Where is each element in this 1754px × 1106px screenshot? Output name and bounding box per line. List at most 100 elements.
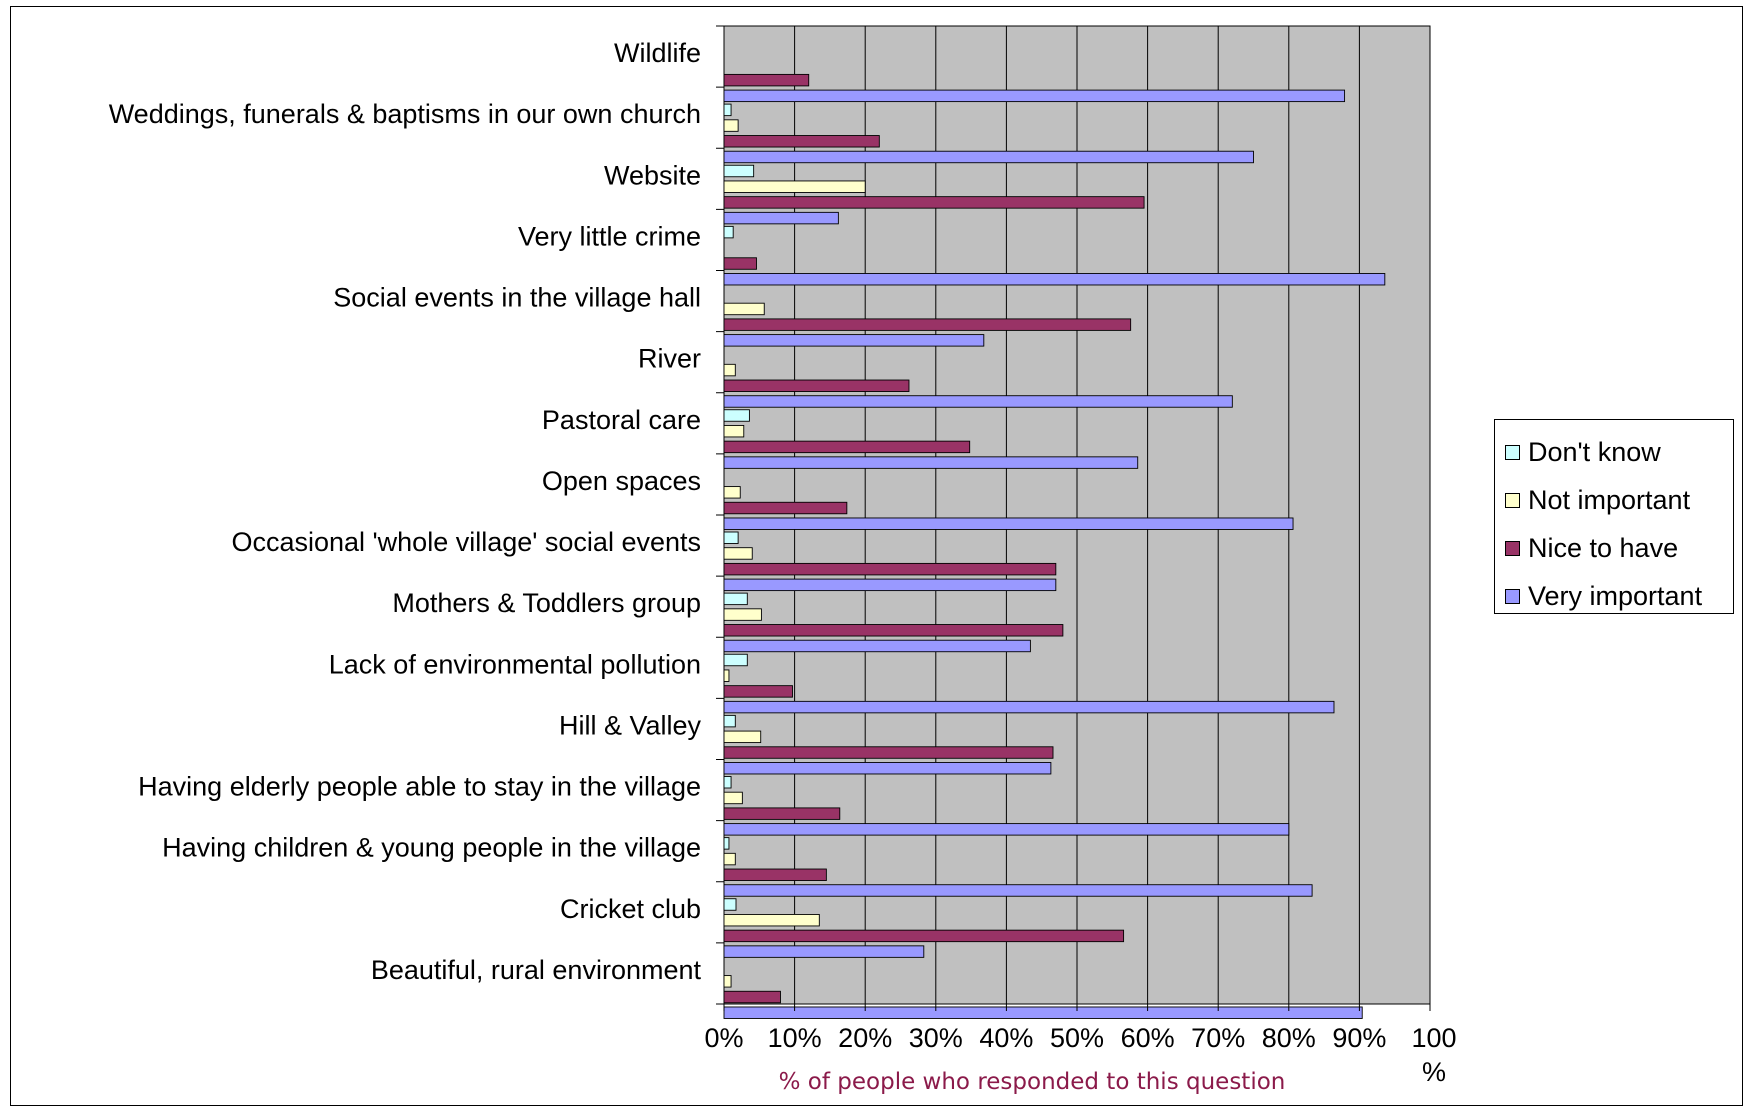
category-label: Social events in the village hall [333, 283, 701, 313]
bar-nice-to-have [723, 746, 1054, 759]
bar-very-important [723, 211, 839, 225]
bar-very-important [723, 823, 1290, 836]
bar-nice-to-have [723, 685, 793, 698]
bar-not-important [723, 363, 736, 377]
x-tick-label: 60% [1121, 1023, 1175, 1053]
x-axis-label: % of people who responded to this questi… [779, 1069, 1286, 1095]
bar-nice-to-have [723, 501, 848, 515]
legend-label-not-important: Not important [1528, 484, 1691, 515]
bar-don-t-know [723, 898, 737, 911]
x-tick-label: 90% [1332, 1023, 1386, 1053]
bar-not-important [723, 730, 762, 744]
category-label: Mothers & Toddlers group [392, 588, 701, 618]
bar-not-important [723, 608, 762, 621]
bar-nice-to-have [723, 135, 880, 148]
bar-don-t-know [723, 103, 732, 117]
x-tick-label: 0% [704, 1023, 743, 1053]
bar-don-t-know [723, 776, 732, 789]
bar-nice-to-have [723, 624, 1064, 637]
legend-swatch-dont-know [1505, 444, 1520, 460]
bar-not-important [723, 669, 730, 682]
x-tick-label: 20% [838, 1023, 892, 1053]
legend-label-very-important: Very important [1528, 580, 1703, 611]
bar-very-important [723, 1006, 1363, 1019]
bar-not-important [723, 852, 736, 866]
bar-nice-to-have [723, 318, 1132, 331]
x-tick-label: 50% [1050, 1023, 1104, 1053]
bar-don-t-know [723, 714, 736, 728]
x-tick-label: 10% [768, 1023, 822, 1053]
x-tick-labels: 0% 10% 20% 30% 40% 50% 60% 70% 80% 90% 100% [704, 1004, 1457, 1087]
x-tick-label: 40% [979, 1023, 1033, 1053]
x-tick-label: 80% [1262, 1023, 1316, 1053]
bar-nice-to-have [723, 379, 910, 392]
legend-swatch-very-important [1505, 588, 1520, 604]
legend-item-dont-know: Don't know [1505, 428, 1733, 476]
category-label: Very little crime [518, 221, 701, 251]
bar-nice-to-have [723, 257, 757, 270]
bar-don-t-know [723, 653, 748, 667]
category-label: Wildlife [614, 38, 701, 68]
bar-not-important [723, 547, 753, 560]
bar-very-important [723, 89, 1346, 103]
category-label: Website [604, 160, 701, 190]
legend-label-nice-to-have: Nice to have [1528, 532, 1679, 563]
bar-don-t-know [723, 225, 734, 239]
bar-nice-to-have [723, 73, 810, 87]
category-label: Having children & young people in the vi… [162, 833, 701, 863]
category-label: River [638, 344, 701, 374]
bar-very-important [723, 334, 985, 347]
bar-not-important [723, 302, 765, 316]
bar-very-important [723, 517, 1294, 530]
legend-item-nice-to-have: Nice to have [1505, 524, 1733, 572]
legend-label-dont-know: Don't know [1528, 436, 1661, 467]
bar-not-important [723, 975, 732, 988]
legend-swatch-nice-to-have [1505, 540, 1520, 556]
bars [723, 73, 1386, 1019]
bar-nice-to-have [723, 807, 841, 820]
bar-not-important [723, 486, 741, 499]
legend-swatch-not-important [1505, 492, 1520, 508]
bar-not-important [723, 791, 743, 805]
bar-very-important [723, 150, 1254, 164]
bar-very-important [723, 884, 1313, 897]
bar-nice-to-have [723, 562, 1057, 576]
category-label: Weddings, funerals & baptisms in our own… [109, 99, 701, 129]
category-label: Pastoral care [542, 405, 701, 435]
category-label: Having elderly people able to stay in th… [138, 772, 701, 802]
bar-not-important [723, 914, 820, 927]
bar-don-t-know [723, 164, 755, 178]
bar-don-t-know [723, 592, 748, 606]
bar-nice-to-have [723, 990, 781, 1004]
bar-very-important [723, 395, 1233, 408]
bar-very-important [723, 700, 1335, 714]
legend: Don't know Not important Nice to have Ve… [1494, 419, 1734, 614]
x-tick-label: 70% [1191, 1023, 1245, 1053]
legend-item-very-important: Very important [1505, 572, 1733, 620]
bar-very-important [723, 273, 1386, 286]
bar-not-important [723, 119, 739, 132]
bar-nice-to-have [723, 929, 1125, 943]
bar-don-t-know [723, 531, 739, 544]
x-tick-label: 30% [909, 1023, 963, 1053]
category-label: Lack of environmental pollution [329, 649, 701, 679]
bar-very-important [723, 762, 1052, 775]
category-label: Beautiful, rural environment [371, 955, 702, 985]
bar-very-important [723, 578, 1057, 592]
bar-nice-to-have [723, 196, 1145, 209]
category-label: Open spaces [542, 466, 701, 496]
bar-very-important [723, 456, 1139, 469]
bar-very-important [723, 639, 1031, 653]
category-label: Cricket club [560, 894, 701, 924]
bar-don-t-know [723, 409, 750, 422]
category-labels: Wildlife Weddings, funerals & baptisms in… [109, 25, 724, 1005]
x-tick-label: 100 [1411, 1023, 1456, 1053]
bar-not-important [723, 180, 866, 193]
x-tick-label-unit: % [1422, 1057, 1446, 1087]
bar-nice-to-have [723, 868, 827, 881]
bar-nice-to-have [723, 440, 971, 454]
legend-item-not-important: Not important [1505, 476, 1733, 524]
category-label: Hill & Valley [559, 710, 702, 740]
bar-don-t-know [723, 837, 730, 850]
